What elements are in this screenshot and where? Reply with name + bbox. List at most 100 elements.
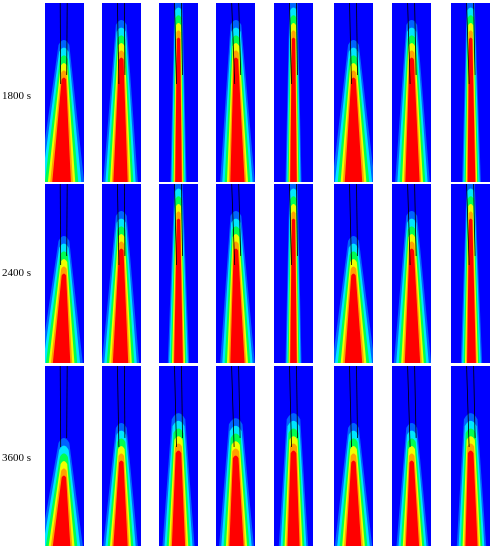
interface-line xyxy=(181,366,183,439)
contour-panel xyxy=(45,184,84,364)
contour-band-core xyxy=(344,77,363,183)
interface-line xyxy=(356,184,358,257)
contour-plot xyxy=(392,366,431,546)
interface-line xyxy=(349,184,352,266)
contour-panel xyxy=(334,184,373,364)
contour-panel xyxy=(334,3,373,183)
interface-line xyxy=(231,184,236,266)
interface-line xyxy=(466,3,470,85)
contour-plot xyxy=(334,3,373,183)
contour-plot xyxy=(159,184,198,364)
contour-panel xyxy=(451,184,490,364)
contour-plot xyxy=(274,184,313,364)
contour-band-core xyxy=(405,460,420,546)
interface-line xyxy=(296,3,298,76)
interface-line xyxy=(473,3,476,76)
interface-line xyxy=(124,184,126,257)
interface-line xyxy=(466,366,470,448)
interface-line xyxy=(117,184,120,266)
contour-band-core xyxy=(230,248,245,364)
interface-line xyxy=(466,184,470,266)
contour-plot xyxy=(274,3,313,183)
contour-band-core xyxy=(112,248,129,364)
contour-plot xyxy=(102,184,141,364)
contour-panel xyxy=(159,366,198,546)
contour-plot xyxy=(392,3,431,183)
interface-line xyxy=(174,366,177,448)
row-separator xyxy=(42,182,492,184)
contour-plot xyxy=(159,366,198,546)
interface-line xyxy=(407,366,411,448)
contour-panel xyxy=(216,3,255,183)
contour-panel xyxy=(216,184,255,364)
row-label-3600s: 3600 s xyxy=(2,452,32,464)
contour-panel xyxy=(451,3,490,183)
contour-band-core xyxy=(344,273,363,364)
interface-line xyxy=(414,366,417,439)
contour-band-core xyxy=(290,37,297,183)
contour-panel xyxy=(45,366,84,546)
interface-line xyxy=(66,184,68,257)
contour-plot xyxy=(216,184,255,364)
contour-panel xyxy=(392,366,431,546)
interface-line xyxy=(117,366,120,448)
contour-band-core xyxy=(290,218,297,364)
contour-band-core xyxy=(345,460,362,546)
interface-line xyxy=(407,3,411,85)
contour-plot xyxy=(216,3,255,183)
contour-band-core xyxy=(113,460,128,546)
contour-panel xyxy=(102,3,141,183)
interface-line xyxy=(473,366,476,439)
interface-line xyxy=(289,184,292,266)
contour-plot xyxy=(451,366,490,546)
contour-band-core xyxy=(467,37,476,183)
contour-panel xyxy=(159,184,198,364)
contour-band-core xyxy=(52,77,71,183)
contour-plot xyxy=(451,3,490,183)
contour-panel xyxy=(392,184,431,364)
contour-panel xyxy=(274,366,313,546)
contour-panel xyxy=(274,184,313,364)
contour-panel xyxy=(392,3,431,183)
interface-line xyxy=(117,3,120,85)
contour-panel xyxy=(45,3,84,183)
contour-plot xyxy=(102,366,141,546)
contour-band-core xyxy=(171,450,186,546)
interface-line xyxy=(181,184,183,257)
contour-band-core xyxy=(404,248,421,364)
interface-line xyxy=(181,3,183,76)
contour-band-core xyxy=(52,475,71,546)
contour-panel xyxy=(102,184,141,364)
contour-plot xyxy=(45,366,84,546)
interface-line xyxy=(238,184,242,257)
contour-plot xyxy=(45,3,84,183)
contour-band-core xyxy=(229,455,244,546)
interface-line xyxy=(231,366,235,448)
interface-line xyxy=(414,3,417,76)
interface-line xyxy=(356,3,358,76)
interface-line xyxy=(238,366,241,439)
contour-band-core xyxy=(467,218,476,364)
contour-plot xyxy=(274,366,313,546)
interface-line xyxy=(174,184,177,266)
contour-panel xyxy=(451,366,490,546)
contour-panel xyxy=(216,366,255,546)
contour-plot xyxy=(159,3,198,183)
contour-panel xyxy=(274,3,313,183)
row-label-1800s: 1800 s xyxy=(2,90,32,102)
interface-line xyxy=(66,3,68,76)
interface-line xyxy=(66,366,68,439)
contour-panel xyxy=(159,3,198,183)
contour-band-core xyxy=(230,57,245,183)
interface-line xyxy=(174,3,177,85)
interface-line xyxy=(349,3,352,85)
contour-band-core xyxy=(113,57,128,183)
interface-line xyxy=(296,184,298,257)
contour-band-core xyxy=(52,273,71,364)
contour-band-core xyxy=(465,450,478,546)
interface-line xyxy=(124,3,126,76)
contour-panel xyxy=(102,366,141,546)
interface-line xyxy=(231,3,236,85)
interface-line xyxy=(238,3,242,76)
row-separator xyxy=(42,363,492,365)
